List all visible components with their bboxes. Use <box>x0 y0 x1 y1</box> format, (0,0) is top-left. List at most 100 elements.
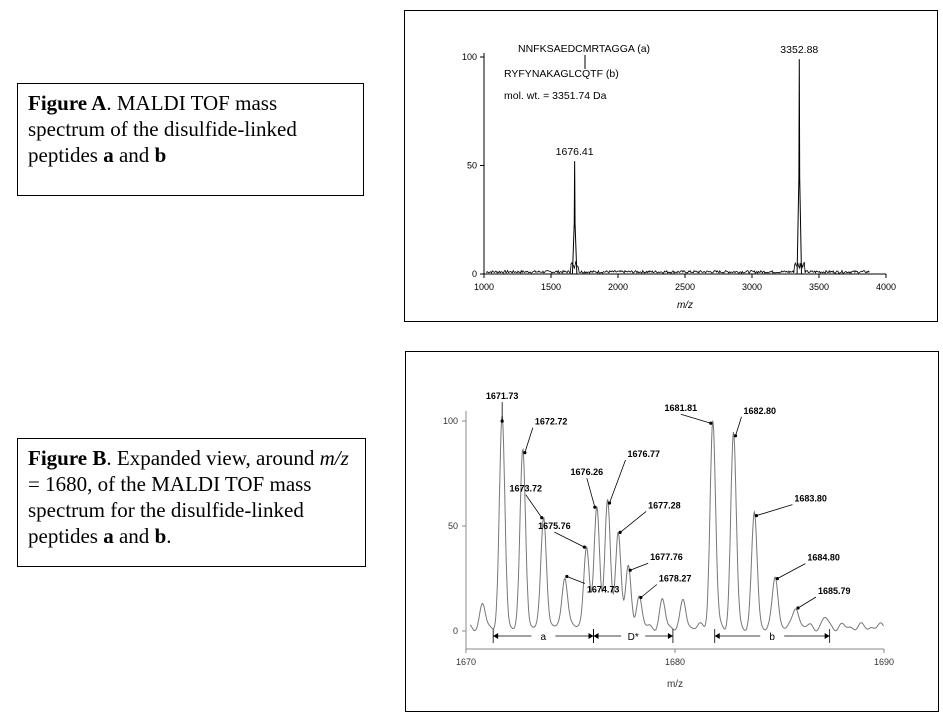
and-text: and <box>113 524 155 548</box>
peak-arrowhead-10 <box>709 421 713 425</box>
and-text: and <box>113 143 155 167</box>
figure-a-panel: 1000 1500 2000 2500 3000 3500 4000 0 50 100 m/z 16… <box>404 10 938 322</box>
peak-arrowhead-7 <box>618 530 622 534</box>
figure-b-text-2: = 1680, of the MALDI TOF mass spectrum f… <box>28 472 312 548</box>
peak-arrowhead-2 <box>540 516 544 520</box>
peak-arrow-14 <box>797 596 817 609</box>
peak-arrowhead-1 <box>523 451 527 455</box>
peak-label-5: 1676.26 <box>571 467 604 477</box>
period: . <box>166 524 172 548</box>
mz-italic: m/z <box>319 446 349 470</box>
figure-a-caption: Figure A. MALDI TOF mass spectrum of the… <box>17 83 364 196</box>
peak-arrowhead-14 <box>796 606 800 610</box>
range-arrow-left-1 <box>593 633 599 639</box>
peak-label-11: 1682.80 <box>744 406 777 416</box>
peak-label-13: 1684.80 <box>807 553 840 563</box>
range-arrow-right-1 <box>667 633 673 639</box>
x-tick-label: 4000 <box>876 282 896 292</box>
x-tick-label: 1670 <box>456 657 476 667</box>
peptide-a: a <box>103 143 114 167</box>
x-tick-label: 1680 <box>665 657 685 667</box>
figure-b-text: . Expanded view, around <box>106 446 320 470</box>
peak-label-3: 1674.73 <box>587 585 620 595</box>
range-arrow-right-2 <box>824 633 830 639</box>
peptide-a: a <box>103 524 114 548</box>
peak-arrow-10 <box>680 413 711 424</box>
peak-arrow-5 <box>586 478 596 508</box>
x-axis-label: m/z <box>677 300 693 311</box>
figure-b-marks: 1671.73 1672.72 1673.72 1674.73 1675.76 1676.… <box>469 391 884 632</box>
figure-a-axes: 1000 1500 2000 2500 3000 3500 4000 0 50 100 m/z <box>462 52 896 311</box>
x-axis-label: m/z <box>667 679 683 690</box>
spectrum-baseline <box>486 261 870 275</box>
x-tick-label: 2000 <box>608 282 628 292</box>
sequence-b: RYFYNAKAGLCQTF (b) <box>504 68 619 80</box>
figure-b-panel: 1670 1680 1690 0 50 100 m/z 1671.73 1672.72 1673… <box>405 351 939 712</box>
y-tick-label: 100 <box>443 416 458 426</box>
figure-a-label: Figure A <box>28 91 107 115</box>
range-label-0: a <box>541 632 547 643</box>
peak-arrow-6 <box>609 459 626 504</box>
peak-arrow-13 <box>777 563 806 579</box>
molecular-weight: mol. wt. = 3351.74 Da <box>504 90 607 102</box>
x-tick-label: 1500 <box>541 282 561 292</box>
peak-label-1: 3352.88 <box>780 44 818 56</box>
peak-label-1: 1672.72 <box>535 417 568 427</box>
peak-label-10: 1681.81 <box>665 403 698 413</box>
figure-a-chart: 1000 1500 2000 2500 3000 3500 4000 0 50 100 m/z 16… <box>462 43 896 311</box>
peak-arrowhead-0 <box>500 419 504 423</box>
sequence-a: NNFKSAEDCMRTAGGA (a) <box>518 43 650 55</box>
peak-arrow-3 <box>566 576 586 584</box>
y-tick-label: 50 <box>448 521 458 531</box>
peptide-b: b <box>154 524 167 548</box>
y-tick-label: 50 <box>467 161 477 171</box>
peak-label-6: 1676.77 <box>627 449 660 459</box>
peak-arrow-7 <box>619 511 647 533</box>
range-label-2: b <box>769 632 775 643</box>
x-tick-label: 1000 <box>474 282 494 292</box>
peak-arrow-11 <box>735 416 742 436</box>
x-tick-label: 3000 <box>742 282 762 292</box>
range-label-1: D* <box>628 632 639 643</box>
figure-b-label: Figure B <box>28 446 107 470</box>
peak-arrow-2 <box>525 494 543 518</box>
range-arrow-right-0 <box>588 633 594 639</box>
figure-b-chart: 1670 1680 1690 0 50 100 m/z 1671.73 1672.72 1673… <box>443 391 894 690</box>
peak-label-0: 1671.73 <box>486 391 519 401</box>
peak-arrowhead-13 <box>775 577 779 581</box>
y-tick-label: 0 <box>453 626 458 636</box>
range-arrow-left-2 <box>714 633 720 639</box>
peak-arrow-1 <box>524 427 534 453</box>
peak-arrowhead-12 <box>754 514 759 518</box>
range-arrow-left-0 <box>493 633 499 639</box>
peak-label-14: 1685.79 <box>818 586 851 596</box>
peak-arrowhead-8 <box>628 568 632 572</box>
x-tick-label: 2500 <box>675 282 695 292</box>
peak-label-9: 1678.27 <box>659 574 692 584</box>
peak-arrowhead-3 <box>565 574 569 579</box>
peak-arrowhead-4 <box>582 545 586 549</box>
peak-arrowhead-5 <box>593 505 597 509</box>
peak-label-8: 1677.76 <box>650 552 683 562</box>
peak-label-12: 1683.80 <box>794 494 827 504</box>
peak-label-0: 1676.41 <box>556 146 594 158</box>
peak-label-7: 1677.28 <box>648 500 681 510</box>
x-tick-label: 3500 <box>809 282 829 292</box>
spectrum-trace <box>469 415 884 632</box>
figure-a-text: . MALDI TOF mass spectrum of the disulfi… <box>28 91 297 167</box>
y-tick-label: 0 <box>472 269 477 279</box>
peak-arrow-4 <box>554 531 585 548</box>
peak-arrowhead-11 <box>733 434 738 438</box>
peak-label-4: 1675.76 <box>538 521 571 531</box>
peak-arrow-9 <box>640 584 658 598</box>
peak-arrow-12 <box>756 504 793 516</box>
peak-0 <box>571 161 578 275</box>
peak-arrowhead-9 <box>639 595 643 600</box>
peptide-b: b <box>154 143 167 167</box>
figure-b-caption: Figure B. Expanded view, around m/z = 16… <box>17 438 366 567</box>
peak-label-2: 1673.72 <box>509 484 542 494</box>
peak-arrow-8 <box>630 562 649 571</box>
figure-a-annotations: NNFKSAEDCMRTAGGA (a) RYFYNAKAGLCQTF (b) … <box>504 43 650 102</box>
x-tick-label: 1690 <box>874 657 894 667</box>
figure-a-marks: 1676.41 3352.88 <box>486 44 870 275</box>
